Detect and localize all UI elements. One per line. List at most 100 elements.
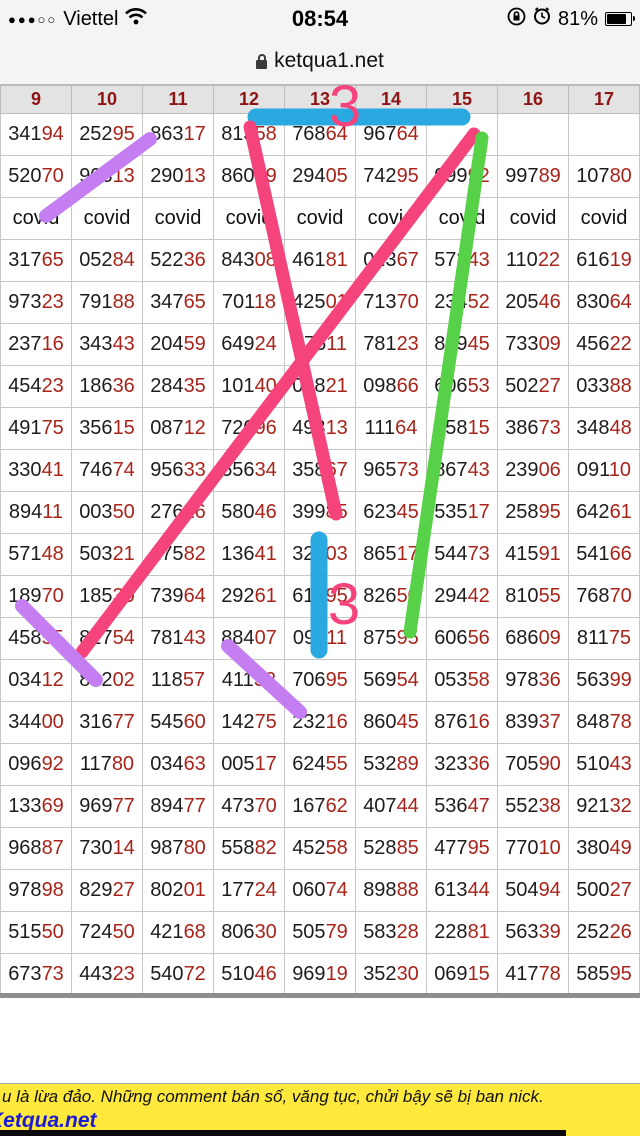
- number-red-part: 73: [538, 417, 561, 439]
- result-cell: 51043: [568, 743, 640, 786]
- number-black-part: 720: [221, 417, 255, 439]
- table-row: 97898 82927 80201 17724 06074 89888 61344 50494…: [0, 869, 640, 912]
- result-cell: 14275: [213, 701, 285, 744]
- number-black-part: 060: [292, 879, 326, 901]
- column-header: 10: [71, 85, 143, 114]
- result-cell: 86517: [355, 533, 427, 576]
- number-red-part: 79: [325, 921, 348, 943]
- number-black-part: 356: [79, 417, 113, 439]
- result-cell: 20459: [142, 323, 214, 366]
- covid-label: covid: [367, 207, 415, 229]
- number-black-part: 118: [150, 669, 183, 691]
- table-row: 45855 81754 78143 88407 09311 87595 60656 68609…: [0, 617, 640, 660]
- result-cell: 29442: [426, 575, 498, 618]
- result-cell: 60656: [426, 617, 498, 660]
- table-bottom-scroll-track[interactable]: [0, 993, 640, 998]
- number-black-part: 545: [150, 711, 184, 733]
- number-red-part: 66: [396, 375, 419, 397]
- table-row: 31765 05284 52236 84308 46181 02367 57343 11022…: [0, 239, 640, 282]
- number-red-part: 24: [254, 879, 277, 901]
- table-row: 89411 00350 27616 58046 39985 62345 53517 25895…: [0, 491, 640, 534]
- number-red-part: 58: [254, 123, 277, 145]
- number-red-part: 70: [396, 291, 419, 313]
- result-cell: 34765: [142, 281, 214, 324]
- number-red-part: 19: [325, 963, 348, 985]
- table-row: 51550 72450 42168 80630 50579 58328 22881 56339…: [0, 911, 640, 954]
- number-red-part: 43: [467, 459, 490, 481]
- number-red-part: 73: [467, 543, 490, 565]
- number-red-part: 10: [608, 459, 632, 481]
- result-cell: 81055: [497, 575, 569, 618]
- result-cell: 70695: [284, 659, 356, 702]
- number-red-part: 15: [467, 417, 490, 439]
- result-cell: 70118: [213, 281, 285, 324]
- result-cell: 87616: [426, 701, 498, 744]
- number-red-part: 22: [609, 333, 632, 355]
- number-red-part: 70: [254, 795, 277, 817]
- result-cell: 17582: [142, 533, 214, 576]
- number-red-part: 99: [609, 669, 632, 691]
- number-red-part: 30: [254, 921, 277, 943]
- number-red-part: 28: [396, 921, 419, 943]
- result-cell: 73309: [497, 323, 569, 366]
- number-red-part: 23: [41, 375, 64, 397]
- result-cell: 11164: [355, 407, 427, 450]
- table-row: 03412 89202 11857 41132 70695 56954 05358 97836…: [0, 659, 640, 702]
- number-red-part: 06: [538, 459, 561, 481]
- number-red-part: 64: [396, 123, 419, 145]
- number-black-part: 768: [292, 123, 326, 145]
- status-bar: ●●●○○ Viettel 08:54: [0, 0, 640, 38]
- number-red-part: 95: [325, 585, 348, 607]
- result-cell: 49175: [0, 407, 72, 450]
- number-black-part: 535: [434, 501, 468, 523]
- number-black-part: 352: [363, 963, 397, 985]
- result-cell: 42501: [284, 281, 356, 324]
- number-red-part: 95: [467, 837, 490, 859]
- table-row: 96887 73014 98780 55882 45258 52885 47795 77010…: [0, 827, 640, 870]
- result-cell: 86039: [213, 155, 285, 198]
- address-bar[interactable]: ketqua1.net: [0, 38, 640, 84]
- number-black-part: 228: [434, 921, 468, 943]
- result-cell: covid: [213, 197, 285, 240]
- number-red-part: 65: [183, 291, 206, 313]
- number-red-part: 96: [254, 417, 277, 439]
- number-red-part: 02: [112, 669, 135, 691]
- number-black-part: 502: [505, 375, 539, 397]
- number-red-part: 39: [538, 921, 561, 943]
- number-black-part: 580: [221, 501, 255, 523]
- number-red-part: 35: [183, 375, 206, 397]
- result-cell: 16762: [284, 785, 356, 828]
- result-cell: 45423: [0, 365, 72, 408]
- number-red-part: 48: [41, 543, 64, 565]
- result-cell: 74674: [71, 449, 143, 492]
- result-cell: 97323: [0, 281, 72, 324]
- number-red-part: 69: [41, 795, 64, 817]
- result-cell: covid: [71, 197, 143, 240]
- number-black-part: 532: [363, 753, 397, 775]
- result-cell: 56399: [568, 659, 640, 702]
- number-red-part: 09: [538, 333, 561, 355]
- number-red-part: 56: [467, 627, 490, 649]
- number-black-part: 456: [576, 333, 610, 355]
- table-row: 34400 31677 54560 14275 23216 86045 87616 83937…: [0, 701, 640, 744]
- number-red-part: 14: [112, 837, 135, 859]
- result-cell: 50579: [284, 911, 356, 954]
- number-red-part: 39: [254, 165, 277, 187]
- url-text[interactable]: ketqua1.net: [274, 49, 384, 72]
- ketqua-logo-text[interactable]: Ketqua.net: [0, 1109, 97, 1132]
- number-black-part: 969: [292, 963, 326, 985]
- alarm-clock-icon: [533, 7, 551, 31]
- result-cell: 68609: [497, 617, 569, 660]
- number-black-part: 101: [221, 375, 255, 397]
- result-cell: 82927: [71, 869, 143, 912]
- result-cell: 38673: [497, 407, 569, 450]
- number-red-part: 85: [396, 837, 419, 859]
- number-black-part: 069: [434, 963, 468, 985]
- number-red-part: 21: [112, 543, 135, 565]
- result-cell: 58046: [213, 491, 285, 534]
- number-black-part: 746: [79, 459, 113, 481]
- covid-label: covid: [580, 207, 628, 229]
- number-black-part: 813: [221, 123, 255, 145]
- number-black-part: 552: [505, 795, 539, 817]
- result-cell: 31677: [71, 701, 143, 744]
